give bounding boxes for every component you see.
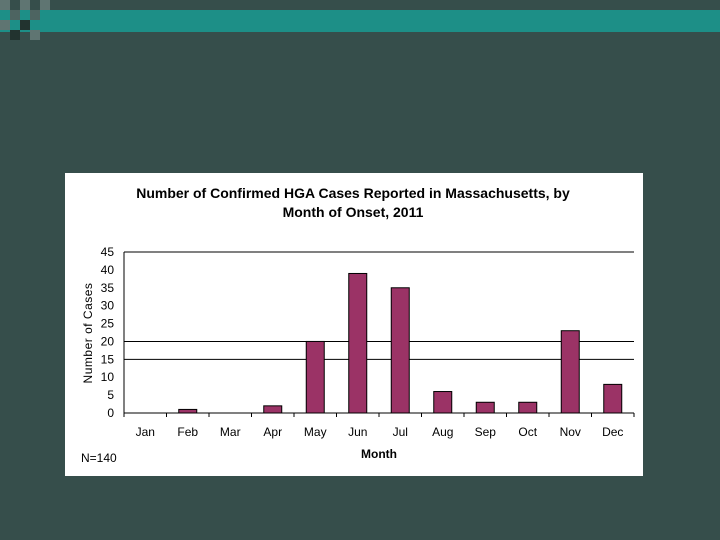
x-tick-label: Jan <box>136 425 155 439</box>
bar-oct <box>518 401 538 414</box>
x-tick-label: Nov <box>560 425 581 439</box>
decorative-square <box>10 30 20 40</box>
x-tick-label: Aug <box>432 425 453 439</box>
y-tick-label: 40 <box>101 263 115 277</box>
bar-jul <box>390 287 410 414</box>
x-tick-label: Feb <box>177 425 198 439</box>
decorative-square <box>20 0 30 10</box>
x-tick-label: Dec <box>602 425 623 439</box>
chart-subtitle: Month of Onset, 2011 <box>283 204 424 220</box>
decorative-square <box>10 10 20 20</box>
x-tick-label: Mar <box>220 425 241 439</box>
bar-dec <box>603 383 623 414</box>
decorative-square <box>0 20 10 30</box>
chart-title: Number of Confirmed HGA Cases Reported i… <box>136 185 570 201</box>
decorative-square <box>30 10 40 20</box>
y-tick-label: 0 <box>107 406 114 420</box>
x-tick-label: May <box>304 425 327 439</box>
bar-jun <box>348 272 368 414</box>
y-tick-label: 45 <box>101 245 115 259</box>
x-tick-label: Jun <box>348 425 367 439</box>
chart-panel: Number of Confirmed HGA Cases Reported i… <box>65 173 643 476</box>
bar-feb <box>178 408 198 414</box>
bar-sep <box>475 401 495 414</box>
y-tick-label: 5 <box>107 388 114 402</box>
x-axis-label: Month <box>361 447 397 461</box>
y-axis-label: Number of Cases <box>81 283 95 384</box>
bar-apr <box>263 405 283 414</box>
x-tick-label: Apr <box>263 425 282 439</box>
decorative-square <box>40 0 50 10</box>
x-tick-label: Oct <box>518 425 537 439</box>
bar-nov <box>560 330 580 414</box>
decorative-square <box>0 0 10 10</box>
y-tick-label: 15 <box>101 352 115 366</box>
decorative-square <box>20 20 30 30</box>
bar-may <box>305 340 325 414</box>
y-tick-label: 25 <box>101 317 115 331</box>
sample-size-note: N=140 <box>81 451 117 465</box>
x-tick-label: Sep <box>475 425 497 439</box>
bar-chart: Number of Confirmed HGA Cases Reported i… <box>81 185 635 465</box>
y-tick-label: 20 <box>101 334 115 348</box>
decorative-square <box>30 30 40 40</box>
top-accent-bar <box>0 10 720 32</box>
y-tick-label: 35 <box>101 281 115 295</box>
y-tick-label: 10 <box>101 370 115 384</box>
x-tick-label: Jul <box>393 425 408 439</box>
y-tick-label: 30 <box>101 299 115 313</box>
bar-aug <box>433 391 453 414</box>
